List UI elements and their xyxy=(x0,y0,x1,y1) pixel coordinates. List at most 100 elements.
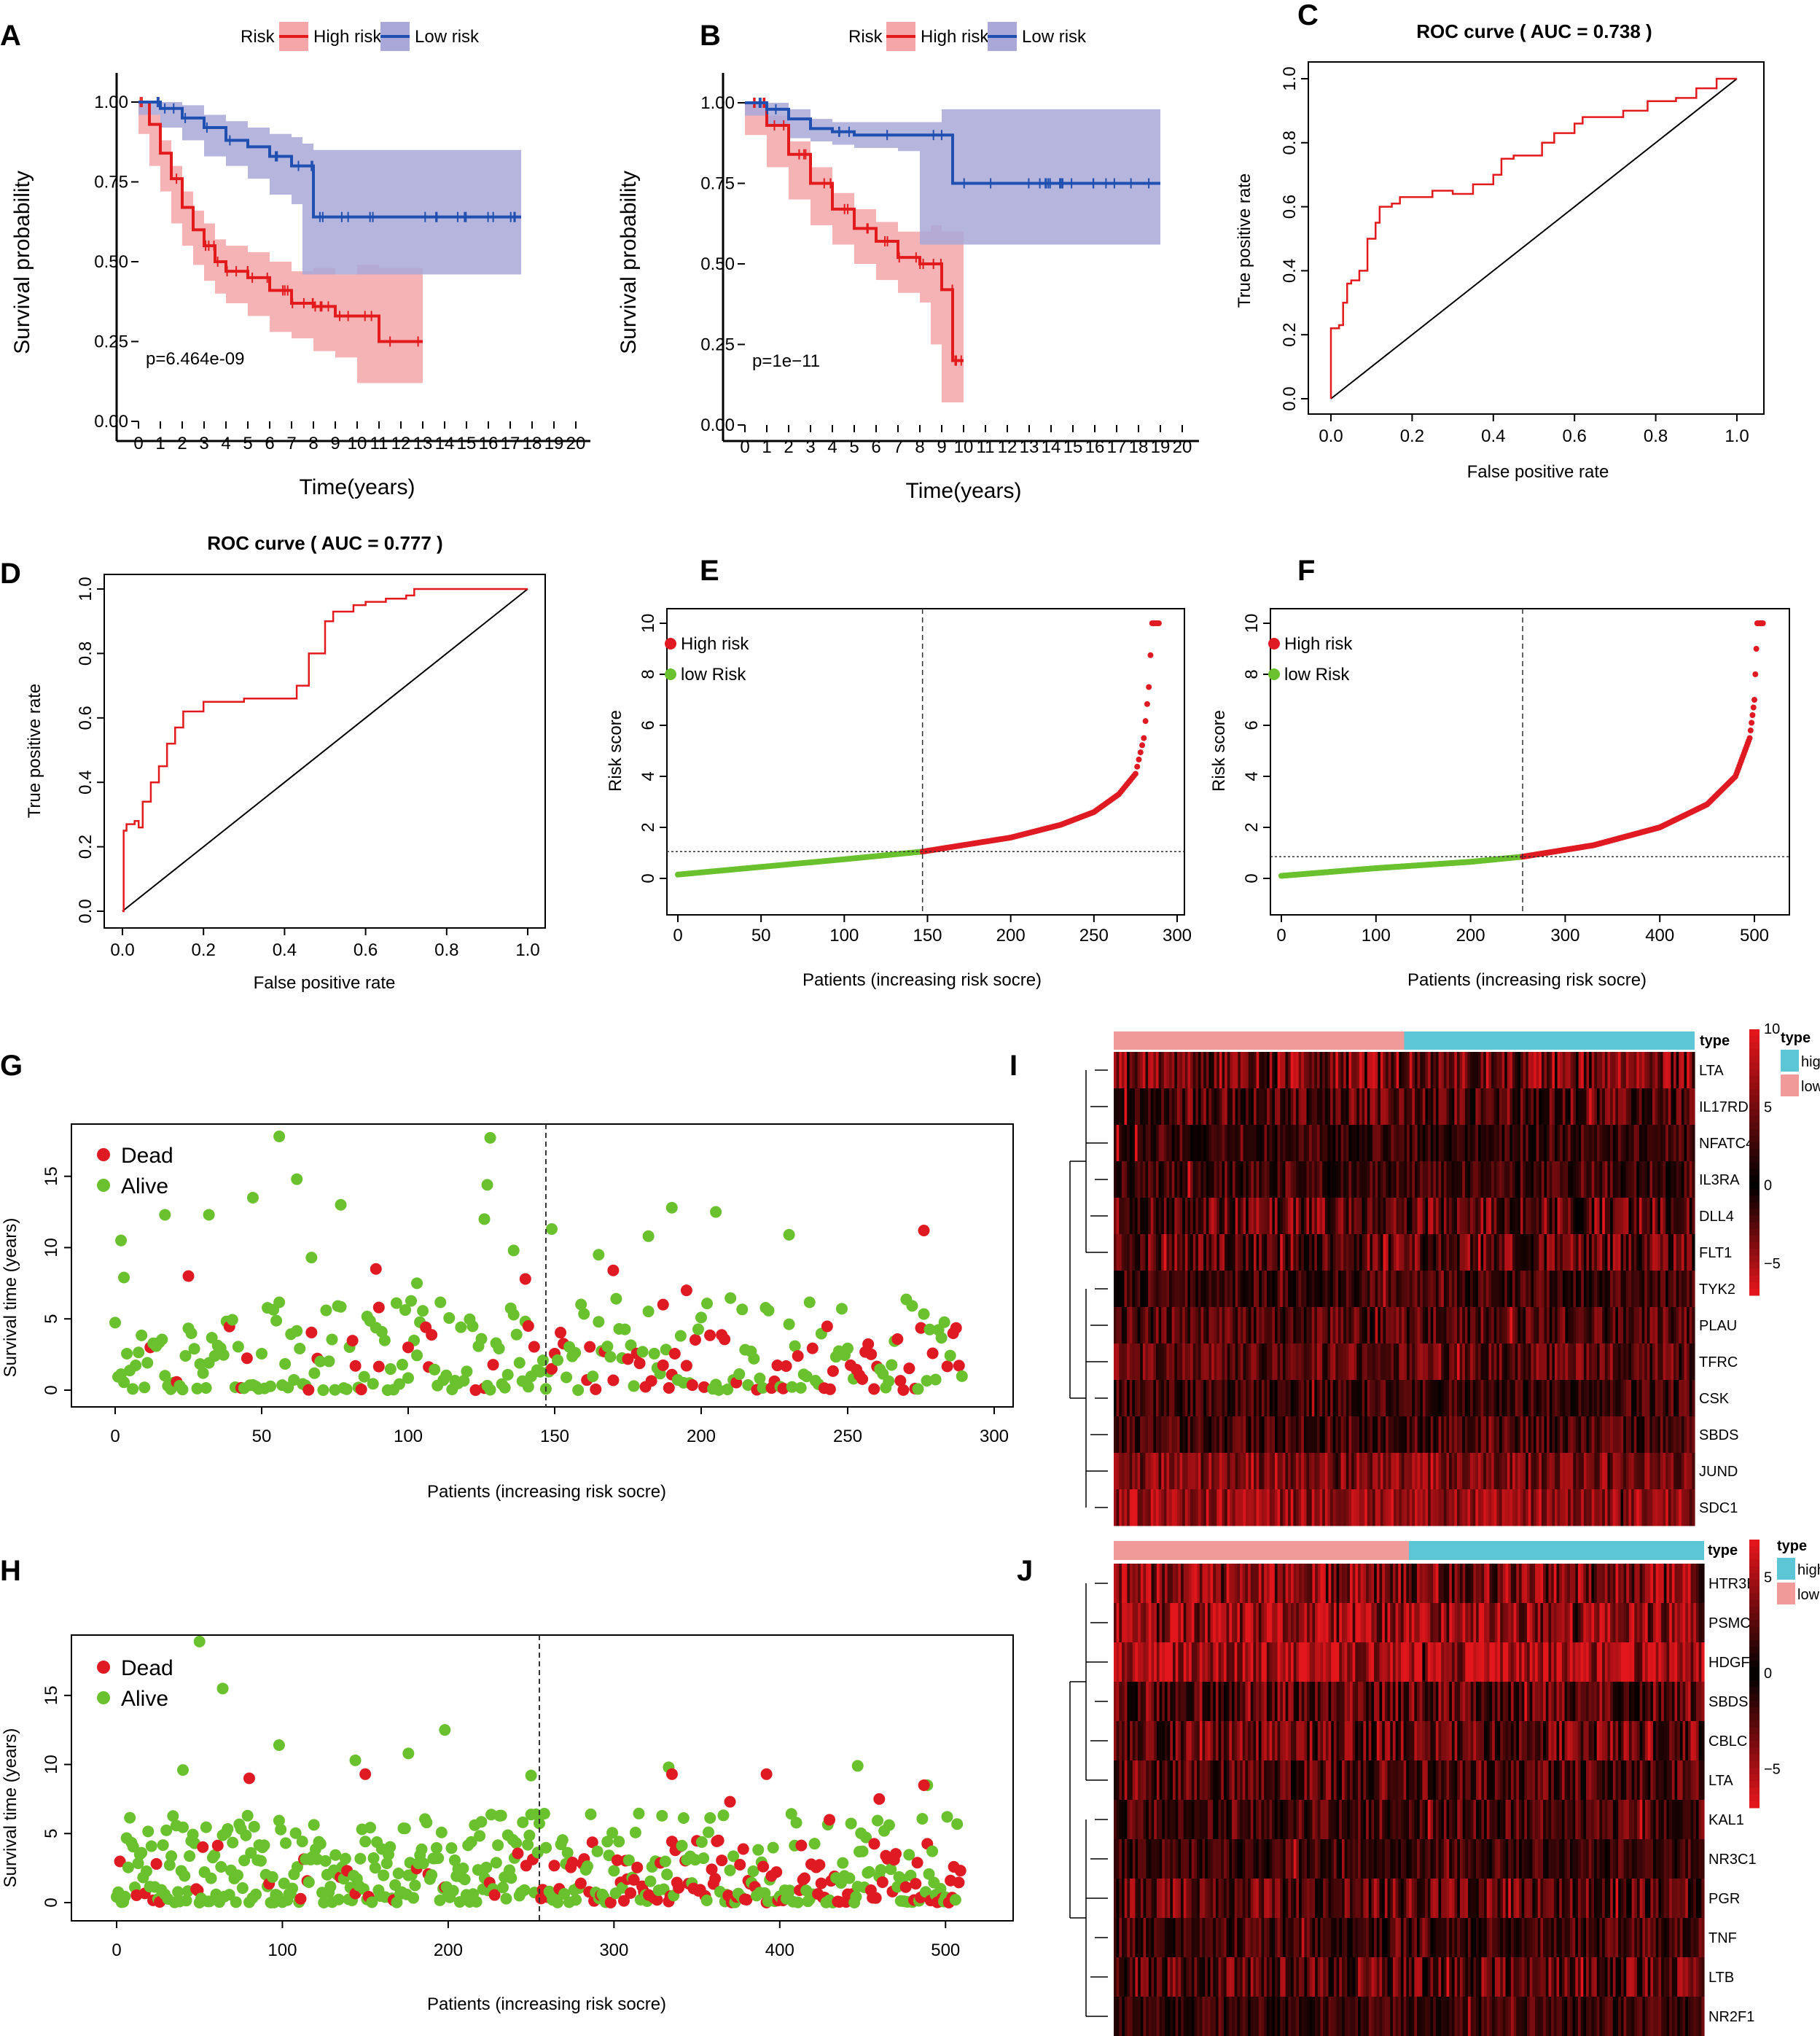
heatmap-cell-i xyxy=(1394,1052,1397,1089)
heatmap-cell-i xyxy=(1158,1052,1162,1089)
heatmap-cell-i xyxy=(1518,1271,1521,1308)
heatmap-cell-i xyxy=(1346,1125,1350,1162)
heatmap-cell-i xyxy=(1272,1453,1276,1490)
heatmap-cell-i xyxy=(1491,1307,1495,1344)
heatmap-cell-i xyxy=(1641,1489,1645,1526)
heatmap-cell-i xyxy=(1238,1380,1241,1417)
risk-point-e xyxy=(1134,763,1141,770)
heatmap-cell-i xyxy=(1222,1380,1225,1417)
heatmap-cell-i xyxy=(1568,1052,1571,1089)
heatmap-cell-i xyxy=(1485,1234,1490,1271)
heatmap-cell-i xyxy=(1388,1380,1391,1417)
heatmap-cell-i xyxy=(1552,1380,1555,1417)
heatmap-cell-i xyxy=(1158,1416,1162,1454)
heatmap-cell-i xyxy=(1422,1271,1426,1308)
risk-point-e xyxy=(1137,749,1144,756)
survival-point-h xyxy=(798,1872,811,1884)
heatmap-cell-i xyxy=(1499,1343,1503,1381)
heatmap-cell-i xyxy=(1575,1088,1579,1126)
heatmap-cell-i xyxy=(1454,1489,1458,1526)
heatmap-cell-i xyxy=(1243,1234,1246,1271)
y-tick-label-c: 0.8 xyxy=(1280,130,1300,155)
survival-point-g xyxy=(384,1363,397,1376)
heatmap-cell-i xyxy=(1316,1234,1321,1271)
heatmap-cell-i xyxy=(1459,1052,1463,1089)
x-tick-label-b: 0 xyxy=(740,437,749,457)
survival-point-g xyxy=(636,1346,649,1358)
heatmap-cell-i xyxy=(1187,1198,1191,1235)
heatmap-cell-i xyxy=(1324,1416,1329,1454)
heatmap-cell-i xyxy=(1528,1052,1531,1089)
heatmap-cell-i xyxy=(1528,1343,1531,1381)
heatmap-cell-i xyxy=(1225,1453,1228,1490)
heatmap-cell-i xyxy=(1499,1453,1503,1490)
heatmap-cell-i xyxy=(1340,1052,1344,1089)
y-tick-label-d: 0.2 xyxy=(76,835,95,859)
heatmap-cell-i xyxy=(1625,1052,1630,1089)
heatmap-cell-i xyxy=(1581,1307,1585,1344)
survival-point-h xyxy=(250,1888,262,1900)
heatmap-cell-i xyxy=(1306,1380,1310,1417)
heatmap-cell-i xyxy=(1116,1088,1120,1126)
heatmap-cell-i xyxy=(1512,1088,1516,1126)
heatmap-cell-i xyxy=(1414,1453,1418,1490)
heatmap-cell-i xyxy=(1311,1380,1315,1417)
survival-point-h xyxy=(399,1822,411,1835)
heatmap-cell-i xyxy=(1409,1489,1413,1526)
heatmap-cell-i xyxy=(1636,1234,1640,1271)
x-label-e: Patients (increasing risk socre) xyxy=(802,970,1042,990)
heatmap-cell-i xyxy=(1589,1307,1593,1344)
heatmap-cell-i xyxy=(1119,1416,1122,1454)
heatmap-cell-i xyxy=(1254,1307,1257,1344)
heatmap-cell-i xyxy=(1399,1343,1402,1381)
legend-alive-h: Alive xyxy=(121,1687,168,1711)
heatmap-cell-i xyxy=(1182,1380,1186,1417)
heatmap-cell-i xyxy=(1391,1380,1394,1417)
heatmap-cell-i xyxy=(1493,1380,1497,1417)
heatmap-cell-i xyxy=(1684,1271,1687,1308)
heatmap-cell-i xyxy=(1420,1125,1423,1162)
heatmap-cell-i xyxy=(1362,1088,1365,1126)
heatmap-cell-i xyxy=(1414,1416,1418,1454)
heatmap-cell-i xyxy=(1692,1088,1695,1126)
x-tick-label-b: 6 xyxy=(871,437,880,457)
heatmap-cell-i xyxy=(1225,1307,1228,1344)
heatmap-cell-i xyxy=(1549,1234,1553,1271)
heatmap-cell-i xyxy=(1671,1416,1674,1454)
heatmap-cell-i xyxy=(1570,1343,1574,1381)
heatmap-cell-i xyxy=(1254,1343,1257,1381)
heatmap-cell-i xyxy=(1378,1198,1381,1235)
heatmap-cell-i xyxy=(1647,1052,1651,1089)
survival-point-g xyxy=(466,1320,479,1333)
heatmap-cell-i xyxy=(1681,1416,1685,1454)
heatmap-cell-i xyxy=(1233,1380,1236,1417)
heatmap-cell-i xyxy=(1518,1380,1521,1417)
heatmap-cell-i xyxy=(1657,1489,1661,1526)
heatmap-cell-i xyxy=(1549,1453,1553,1490)
survival-point-g xyxy=(607,1374,620,1386)
heatmap-cell-i xyxy=(1501,1343,1505,1381)
y-tick-label-d: 0.6 xyxy=(76,706,95,730)
heatmap-cell-i xyxy=(1568,1161,1571,1198)
heatmap-cell-i xyxy=(1372,1380,1376,1417)
heatmap-cell-i xyxy=(1285,1343,1289,1381)
heatmap-cell-i xyxy=(1142,1161,1147,1198)
heatmap-cell-i xyxy=(1628,1198,1632,1235)
heatmap-cell-i xyxy=(1184,1161,1189,1198)
heatmap-cell-i xyxy=(1354,1161,1357,1198)
heatmap-cell-i xyxy=(1225,1125,1228,1162)
y-tick-label-f: 4 xyxy=(1242,771,1262,781)
heatmap-cell-i xyxy=(1470,1052,1474,1089)
heatmap-cell-i xyxy=(1633,1052,1637,1089)
survival-point-g xyxy=(136,1329,148,1341)
heatmap-cell-i xyxy=(1501,1453,1505,1490)
heatmap-cell-i xyxy=(1488,1380,1492,1417)
survival-point-g xyxy=(346,1335,359,1347)
heatmap-cell-i xyxy=(1647,1489,1651,1526)
heatmap-cell-i xyxy=(1491,1161,1495,1198)
heatmap-cell-i xyxy=(1227,1416,1230,1454)
heatmap-cell-i xyxy=(1166,1088,1170,1126)
heatmap-cell-i xyxy=(1512,1416,1516,1454)
heatmap-cell-i xyxy=(1673,1161,1677,1198)
heatmap-cell-i xyxy=(1507,1380,1511,1417)
